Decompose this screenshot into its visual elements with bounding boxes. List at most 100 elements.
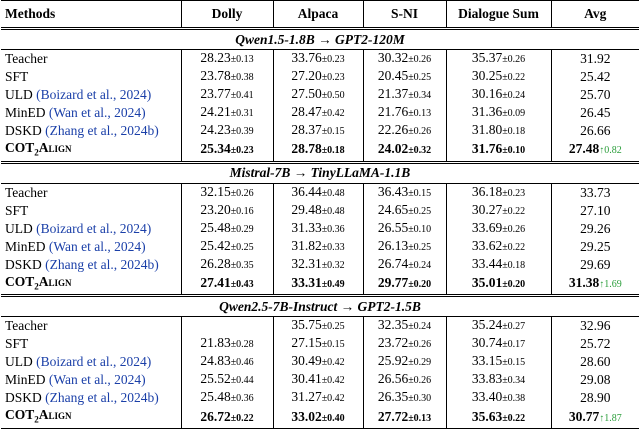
std-dev: ±0.23 [502, 187, 526, 199]
value-cell: 27.15±0.15 [272, 335, 363, 354]
std-dev: ±0.26 [230, 187, 254, 199]
std-dev: ±0.15 [502, 357, 526, 369]
score: 33.73 [580, 184, 611, 200]
std-dev: ±0.50 [321, 90, 345, 101]
score: 31.82 [291, 237, 322, 253]
score: 31.38 [568, 275, 600, 291]
citation: (Zhang et al., 2024b) [45, 256, 159, 272]
citation: (Wan et al., 2024) [48, 105, 146, 120]
score: 28.78 [291, 141, 322, 157]
column-header: Avg [550, 0, 639, 29]
data-row: DSKD (Zhang et al., 2024b) 25.48±0.36 31.2… [1, 389, 639, 408]
column-header: S-NI [362, 0, 446, 29]
std-dev: ±0.24 [502, 90, 526, 101]
value-cell: 25.48±0.36 [180, 389, 273, 408]
method-cell: DSKD (Zhang et al., 2024b) [1, 122, 181, 140]
method-cell: Teacher [1, 317, 181, 336]
value-cell: 32.31±0.32 [272, 255, 363, 274]
value-cell: 36.43±0.15 [362, 183, 446, 202]
std-dev: ±0.28 [230, 339, 254, 351]
std-dev: ±0.10 [408, 223, 432, 235]
std-dev: ±0.31 [230, 108, 254, 119]
score: 30.49 [291, 353, 322, 369]
value-cell: 27.41±0.43 [180, 273, 273, 296]
value-cell: 31.92 [550, 49, 639, 68]
improvement: ↑1.69 [599, 279, 622, 291]
method-name: DSKD [5, 256, 42, 272]
value-cell [180, 316, 273, 336]
value-cell: 33.31±0.49 [272, 273, 363, 296]
score: 24.83 [200, 353, 231, 369]
std-dev: ±0.15 [321, 339, 345, 351]
score: 30.77 [568, 408, 600, 424]
score: 27.15 [291, 335, 322, 351]
method-cell: ULD (Boizard et al., 2024) [1, 86, 181, 104]
value-cell: 25.92±0.29 [362, 353, 446, 372]
value-cell: 24.83±0.46 [180, 353, 273, 372]
score: 21.76 [377, 104, 409, 119]
std-dev: ±0.40 [321, 412, 345, 424]
score: 26.72 [200, 408, 231, 424]
data-row: SFT 21.83±0.28 27.15±0.15 23.72±0.26 30.74±0… [1, 335, 639, 354]
value-cell: 23.77±0.41 [180, 86, 273, 104]
data-row: DSKD (Zhang et al., 2024b) 26.28±0.35 32.3… [1, 255, 639, 274]
value-cell: 30.74±0.17 [445, 335, 551, 354]
score: 30.32 [377, 50, 409, 65]
citation: (Wan et al., 2024) [48, 238, 146, 254]
std-dev: ±0.38 [502, 393, 526, 405]
method-cell: Teacher [1, 183, 181, 202]
std-dev: ±0.18 [502, 126, 526, 137]
method-name: SFT [5, 336, 29, 352]
value-cell: 33.02±0.40 [272, 407, 363, 429]
std-dev: ±0.33 [321, 241, 345, 253]
score: 32.96 [580, 318, 611, 334]
score: 30.16 [471, 86, 503, 101]
method-name: MinED [5, 238, 46, 254]
std-dev: ±0.25 [321, 321, 345, 333]
value-cell: 31.80±0.18 [445, 122, 551, 140]
std-dev: ±0.26 [408, 339, 432, 351]
score: 26.66 [580, 123, 611, 138]
std-dev: ±0.26 [408, 126, 432, 137]
std-dev: ±0.25 [408, 72, 432, 83]
value-cell: 29.77±0.20 [362, 273, 446, 296]
method-cell: DSKD (Zhang et al., 2024b) [1, 389, 181, 407]
value-cell: 25.42 [550, 68, 639, 86]
std-dev: ±0.42 [321, 393, 345, 405]
score: 24.21 [200, 104, 231, 119]
std-dev: ±0.24 [408, 321, 432, 333]
section-row: Qwen1.5-1.8B → GPT2-120M [1, 27, 639, 50]
value-cell: 21.37±0.34 [362, 86, 446, 104]
value-cell: 35.24±0.27 [445, 316, 551, 336]
score: 35.63 [471, 408, 503, 424]
score: 23.72 [377, 335, 409, 351]
value-cell: 27.10 [550, 201, 639, 220]
value-cell: 29.08 [550, 371, 639, 390]
value-cell: 26.45 [550, 104, 639, 122]
std-dev: ±0.23 [321, 54, 345, 65]
value-cell: 30.25±0.22 [445, 68, 551, 86]
score: 25.48 [200, 389, 231, 405]
value-cell: 33.83±0.34 [445, 371, 551, 390]
score: 35.24 [471, 317, 503, 333]
score: 29.69 [580, 256, 611, 272]
score: 36.18 [471, 183, 503, 199]
data-row: COT2Align 25.34±0.23 28.78±0.18 24.02±0.32 3… [1, 140, 639, 163]
method-cell: SFT [1, 335, 181, 353]
value-cell: 26.13±0.25 [362, 237, 446, 256]
data-row: Teacher 28.23±0.13 33.76±0.23 30.32±0.26 35.… [1, 49, 639, 68]
score: 32.31 [291, 255, 322, 271]
value-cell: 28.78±0.18 [272, 140, 363, 163]
score: 32.35 [377, 317, 409, 333]
data-row: SFT 23.78±0.38 27.20±0.23 20.45±0.25 30.25±0… [1, 68, 639, 86]
score: 26.74 [377, 255, 409, 271]
value-cell: 29.26 [550, 219, 639, 238]
std-dev: ±0.22 [502, 412, 526, 424]
score: 25.72 [580, 336, 611, 352]
std-dev: ±0.32 [321, 259, 345, 271]
citation: (Boizard et al., 2024) [36, 354, 152, 370]
std-dev: ±0.48 [321, 187, 345, 199]
value-cell: 23.72±0.26 [362, 335, 446, 354]
